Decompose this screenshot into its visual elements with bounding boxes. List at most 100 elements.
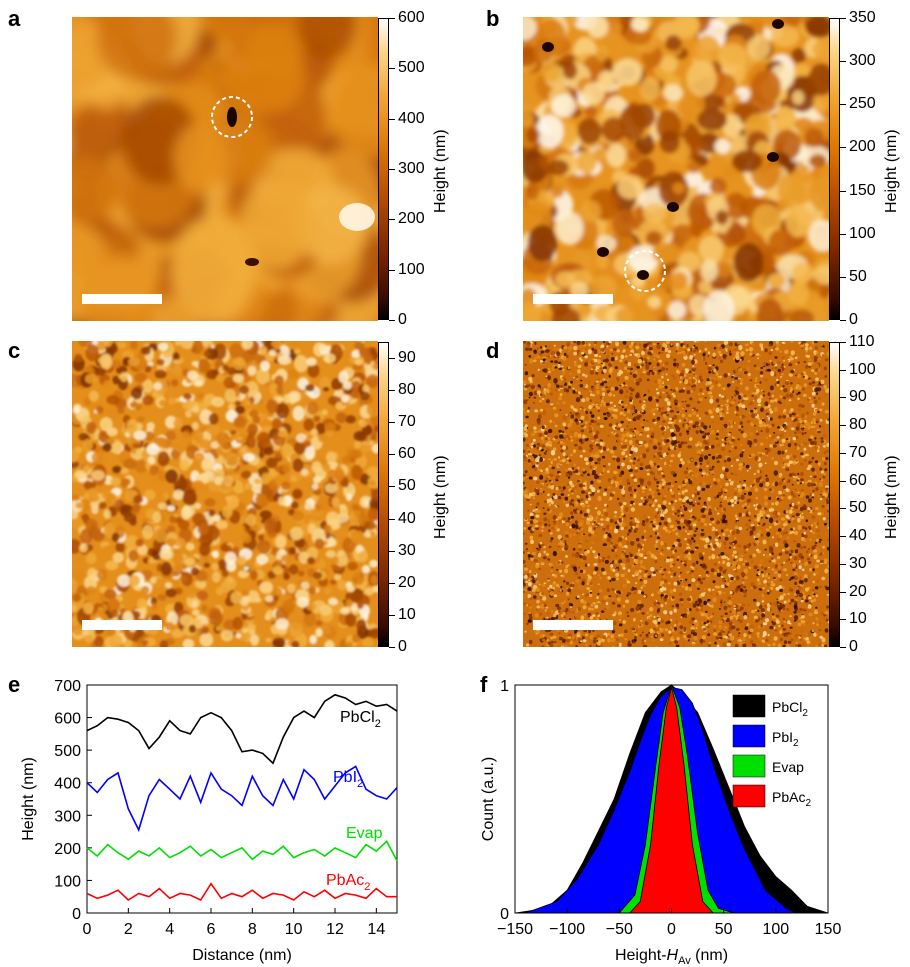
colorbar-tick — [389, 169, 395, 170]
series-label-sub: 2 — [375, 718, 381, 730]
colorbar-tick — [840, 453, 846, 454]
colorbar-tick-label: 30 — [849, 555, 867, 572]
x-tick-label: 50 — [715, 921, 733, 938]
colorbar-tick-label: 30 — [398, 542, 416, 559]
area-PbAc2 — [628, 687, 715, 914]
colorbar-tick — [840, 277, 846, 278]
colorbar-tick-label: 40 — [398, 510, 416, 527]
y-tick-label: 0 — [72, 906, 81, 923]
y-tick-label: 400 — [54, 776, 81, 793]
colorbar-tick — [389, 219, 395, 220]
x-tick-label: −100 — [549, 921, 585, 938]
legend-label-PbAc2: PbAc2 — [772, 789, 811, 809]
colorbar-tick — [389, 454, 395, 455]
legend-label-PbI2: PbI2 — [772, 729, 799, 749]
colorbar-tick — [389, 119, 395, 120]
x-label-main: Height- — [615, 947, 667, 964]
afm-image-d — [523, 341, 829, 647]
x-tick-label: 150 — [815, 921, 842, 938]
x-tick-label: 2 — [124, 921, 133, 938]
colorbar-tick — [840, 508, 846, 509]
series-label-main: PbI — [333, 769, 357, 786]
colorbar-tick — [840, 397, 846, 398]
colorbar-tick-label: 0 — [849, 638, 858, 655]
colorbar-tick-label: 60 — [849, 472, 867, 489]
colorbar-tick-label: 40 — [849, 527, 867, 544]
colorbar-tick — [389, 390, 395, 391]
colorbar-tick — [389, 615, 395, 616]
colorbar-tick-label: 50 — [849, 499, 867, 516]
colorbar-tick-label: 0 — [398, 311, 407, 328]
series-label-PbAc2: PbAc2 — [326, 872, 370, 893]
colorbar-tick — [389, 647, 395, 648]
colorbar-gradient — [829, 342, 840, 647]
panel-label-b: b — [486, 6, 500, 31]
y-tick-label: 200 — [54, 841, 81, 858]
colorbar-tick-label: 10 — [849, 610, 867, 627]
series-label-sub: 2 — [364, 881, 370, 893]
scale-bar — [533, 620, 613, 630]
colorbar-tick-label: 600 — [398, 9, 425, 26]
colorbar-tick-label: 20 — [398, 574, 416, 591]
x-tick-label: 6 — [207, 921, 216, 938]
x-tick-label: 4 — [165, 921, 174, 938]
colorbar-tick — [840, 536, 846, 537]
panel-label-d: d — [486, 338, 500, 363]
colorbar-tick — [389, 320, 395, 321]
colorbar-tick — [840, 647, 846, 648]
colorbar-tick-label: 350 — [849, 9, 876, 26]
panel-label-c: c — [8, 338, 21, 363]
colorbar-tick-label: 300 — [849, 52, 876, 69]
colorbar-tick-label: 50 — [398, 477, 416, 494]
afm-image-a — [72, 17, 378, 321]
y-axis-label: Count (a.u.) — [480, 757, 497, 841]
x-tick-label: −50 — [606, 921, 633, 938]
colorbar-tick-label: 50 — [849, 268, 867, 285]
series-label-main: PbAc — [326, 872, 364, 889]
legend-label-main: PbAc — [772, 789, 805, 805]
series-label-main: PbCl — [340, 709, 375, 726]
scale-bar — [82, 620, 162, 630]
x-axis-label: Height-HAv (nm) — [615, 947, 728, 967]
colorbar-tick-label: 150 — [849, 182, 876, 199]
colorbar-tick — [840, 592, 846, 593]
colorbar-tick-label: 20 — [849, 583, 867, 600]
colorbar-tick-label: 110 — [849, 333, 875, 350]
plot-frame-e — [86, 684, 398, 914]
colorbar-tick — [389, 358, 395, 359]
legend-label-sub: 2 — [805, 798, 811, 809]
y-tick-label: 0 — [500, 906, 509, 923]
colorbar-tick-label: 400 — [398, 110, 425, 127]
colorbar-tick-label: 80 — [849, 416, 867, 433]
scale-bar — [82, 294, 162, 304]
series-label-Evap: Evap — [346, 825, 383, 842]
series-line-PbAc2 — [86, 882, 397, 902]
colorbar-tick-label: 200 — [398, 210, 425, 227]
colorbar-gradient — [378, 342, 389, 647]
legend-swatch-PbAc2 — [732, 784, 766, 808]
colorbar-tick-label: 0 — [398, 638, 407, 655]
colorbar-gradient — [378, 18, 389, 320]
y-tick-label: 100 — [54, 873, 81, 890]
colorbar-tick — [389, 519, 395, 520]
x-axis-label: Distance (nm) — [192, 947, 292, 964]
x-label-unit: (nm) — [691, 947, 728, 964]
series-line-PbI2 — [86, 765, 398, 833]
colorbar-tick-label: 90 — [398, 349, 416, 366]
colorbar-tick — [840, 370, 846, 371]
legend-label-main: PbI — [772, 729, 793, 745]
y-tick-label: 700 — [54, 678, 81, 695]
series-label-sub: 2 — [357, 778, 363, 790]
colorbar-tick — [389, 551, 395, 552]
legend-label-PbCl2: PbCl2 — [772, 699, 808, 719]
series-label-PbCl2: PbCl2 — [340, 709, 381, 730]
x-label-sub: Av — [678, 955, 691, 967]
defect-circle — [211, 96, 253, 138]
legend-label-Evap: Evap — [772, 759, 804, 775]
x-tick-label: 0 — [83, 921, 92, 938]
series-line-PbCl2 — [86, 693, 398, 765]
x-tick-label: 8 — [248, 921, 257, 938]
y-tick-label: 1 — [500, 678, 509, 695]
colorbar-tick-label: 70 — [398, 413, 416, 430]
